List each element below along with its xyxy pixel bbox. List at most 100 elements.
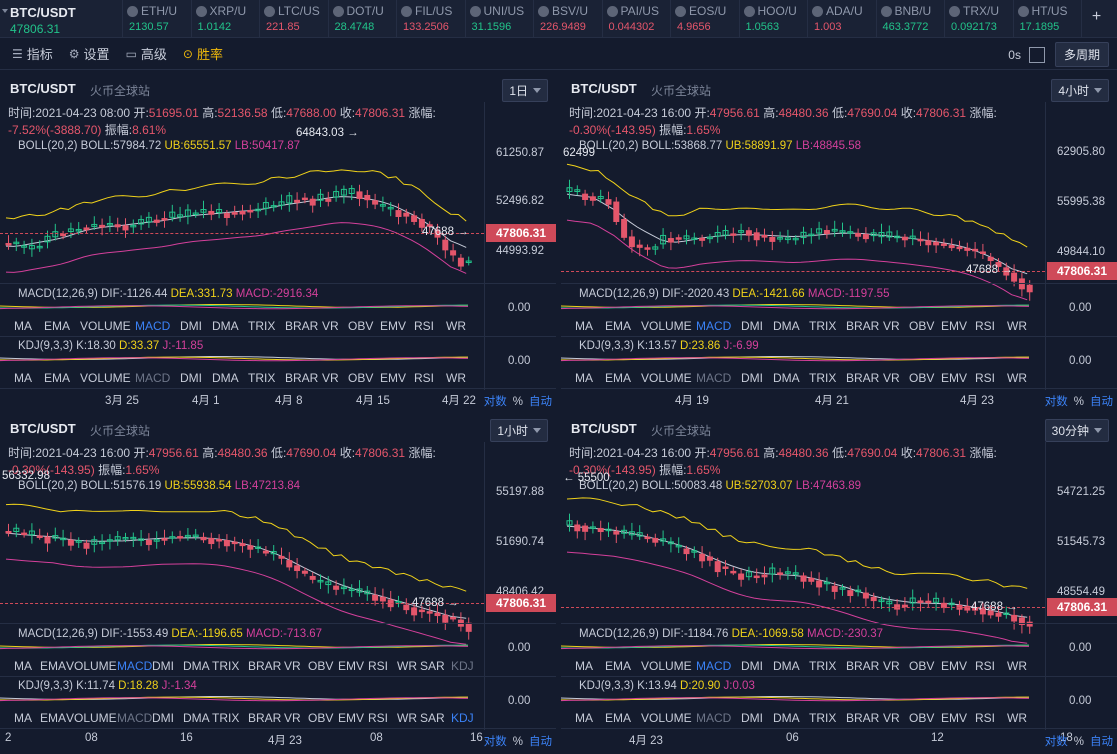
indicator-tab[interactable]: TRIX (248, 319, 276, 333)
chart-panel[interactable]: BTC/USDT 火币全球站 4小时 时间:2021-04-23 16:00 开:47… (561, 72, 1117, 412)
indicator-tab[interactable]: OBV (909, 371, 935, 385)
ticker-item[interactable]: FIL/US 133.2506 (396, 0, 465, 37)
indicator-tab[interactable]: VR (284, 659, 301, 673)
indicator-tab[interactable]: TRIX (809, 371, 837, 385)
ticker-item[interactable]: TRX/U 0.092173 (944, 0, 1013, 37)
indicator-tab[interactable]: KDJ (451, 711, 474, 725)
indicator-tab[interactable]: EMA (605, 371, 632, 385)
ticker-item[interactable]: EOS/U 4.9656 (670, 0, 739, 37)
indicator-tab[interactable]: VOLUME (641, 319, 692, 333)
indicator-tab[interactable]: BRAR (846, 659, 880, 673)
indicator-tab[interactable]: WR (1007, 371, 1027, 385)
indicator-tab[interactable]: DMI (741, 711, 763, 725)
indicator-tab[interactable]: VR (322, 371, 339, 385)
indicator-tab[interactable]: MACD (696, 711, 732, 725)
indicator-tab[interactable]: DMI (180, 371, 202, 385)
indicator-tab[interactable]: WR (1007, 711, 1027, 725)
indicator-tab[interactable]: OBV (909, 659, 935, 673)
indicator-tab[interactable]: EMA (605, 319, 632, 333)
ticker-item[interactable]: HT/US 17.1895 (1012, 0, 1082, 37)
indicator-tab[interactable]: WR (446, 319, 466, 333)
ticker-item[interactable]: ADA/U 1.003 (807, 0, 876, 37)
indicator-tab[interactable]: DMA (773, 319, 800, 333)
indicator-tab[interactable]: DMA (773, 371, 800, 385)
indicator-tab[interactable]: DMA (183, 711, 210, 725)
indicator-tab[interactable]: EMV (941, 659, 968, 673)
indicator-tab[interactable]: MACD (696, 371, 732, 385)
indicator-tab[interactable]: EMA (44, 319, 71, 333)
indicator-tab[interactable]: MA (575, 371, 593, 385)
indicator-tab[interactable]: DMI (152, 659, 174, 673)
indicator-tab[interactable]: DMI (741, 659, 763, 673)
ticker-item[interactable]: PAI/US 0.044302 (601, 0, 671, 37)
indicator-tab[interactable]: BRAR (846, 319, 880, 333)
indicator-tab[interactable]: TRIX (248, 371, 276, 385)
chart-panel[interactable]: BTC/USDT 火币全球站 1日 时间:2021-04-23 08:00 开:516… (0, 72, 556, 412)
indicator-tab[interactable]: DMI (180, 319, 202, 333)
ticker-item[interactable]: XRP/U 1.0142 (190, 0, 260, 37)
indicator-tab[interactable]: EMA (605, 711, 632, 725)
indicator-tab[interactable]: MACD (135, 371, 171, 385)
interval-select[interactable]: 1日 (502, 79, 548, 102)
indicator-tab[interactable]: MACD (117, 659, 153, 673)
indicator-tab[interactable]: VOLUME (641, 659, 692, 673)
indicator-tab[interactable]: EMV (941, 711, 968, 725)
log-scale-button[interactable]: 对数 (483, 396, 507, 408)
indicator-tab[interactable]: DMI (152, 711, 174, 725)
indicator-tab[interactable]: OBV (909, 319, 935, 333)
indicator-tab[interactable]: DMA (212, 319, 239, 333)
indicator-tab[interactable]: TRIX (809, 659, 837, 673)
candlestick-chart[interactable] (561, 152, 1045, 352)
indicator-tab[interactable]: EMV (941, 319, 968, 333)
indicator-tab[interactable]: RSI (975, 319, 996, 333)
ticker-item[interactable]: LTC/US 221.85 (259, 0, 328, 37)
indicator-tab[interactable]: EMA (605, 659, 632, 673)
auto-scale-button[interactable]: 自动 (1090, 396, 1113, 408)
indicator-tab[interactable]: MA (575, 659, 593, 673)
indicator-tab[interactable]: DMI (741, 319, 763, 333)
indicator-tab[interactable]: VR (322, 319, 339, 333)
ticker-item[interactable]: UNI/US 31.1596 (464, 0, 534, 37)
indicator-tab[interactable]: MA (14, 659, 32, 673)
ticker-item[interactable]: BSV/U 226.9489 (533, 0, 602, 37)
indicator-tab[interactable]: OBV (308, 711, 334, 725)
indicator-tab[interactable]: VR (883, 371, 900, 385)
indicator-tab[interactable]: RSI (975, 711, 996, 725)
indicator-tab[interactable]: MACD (696, 319, 732, 333)
log-scale-button[interactable]: 对数 (483, 736, 507, 748)
indicator-tab[interactable]: RSI (368, 659, 389, 673)
indicator-tab[interactable]: MA (575, 319, 593, 333)
indicator-tab[interactable]: EMV (380, 319, 407, 333)
multi-period-button[interactable]: 多周期 (1054, 42, 1109, 67)
indicator-tab[interactable]: EMV (380, 371, 407, 385)
interval-select[interactable]: 1小时 (490, 419, 548, 442)
indicator-tab[interactable]: RSI (975, 659, 996, 673)
advanced-button[interactable]: ▭ 高级 (126, 44, 167, 63)
indicator-tab[interactable]: TRIX (809, 711, 837, 725)
indicator-tab[interactable]: BRAR (846, 371, 880, 385)
ticker-item[interactable]: BNB/U 463.3772 (875, 0, 945, 37)
indicator-tab[interactable]: OBV (348, 371, 374, 385)
ticker-item[interactable]: DOT/U 28.4748 (327, 0, 397, 37)
indicator-tab[interactable]: DMA (183, 659, 210, 673)
indicator-tab[interactable]: BRAR (846, 711, 880, 725)
log-scale-button[interactable]: 对数 (1044, 736, 1068, 748)
auto-scale-button[interactable]: 自动 (529, 396, 552, 408)
indicator-tab[interactable]: TRIX (809, 319, 837, 333)
indicator-tab[interactable]: VR (284, 711, 301, 725)
indicator-tab[interactable]: EMV (941, 371, 968, 385)
indicator-tab[interactable]: RSI (975, 371, 996, 385)
indicator-tab[interactable]: OBV (909, 711, 935, 725)
ticker-item[interactable]: HOO/U 1.0563 (738, 0, 808, 37)
indicator-tab[interactable]: VOLUME (66, 711, 117, 725)
indicator-tab[interactable]: RSI (368, 711, 389, 725)
add-symbol-button[interactable]: + (1081, 0, 1111, 37)
indicator-tab[interactable]: MA (14, 371, 32, 385)
indicator-tab[interactable]: VOLUME (80, 371, 131, 385)
indicators-button[interactable]: ☰ 指标 (12, 44, 53, 63)
indicator-tab[interactable]: OBV (308, 659, 334, 673)
indicator-tab[interactable]: EMA (40, 711, 67, 725)
indicator-tab[interactable]: DMA (212, 371, 239, 385)
log-scale-button[interactable]: 对数 (1044, 396, 1068, 408)
indicator-tab[interactable]: WR (1007, 319, 1027, 333)
